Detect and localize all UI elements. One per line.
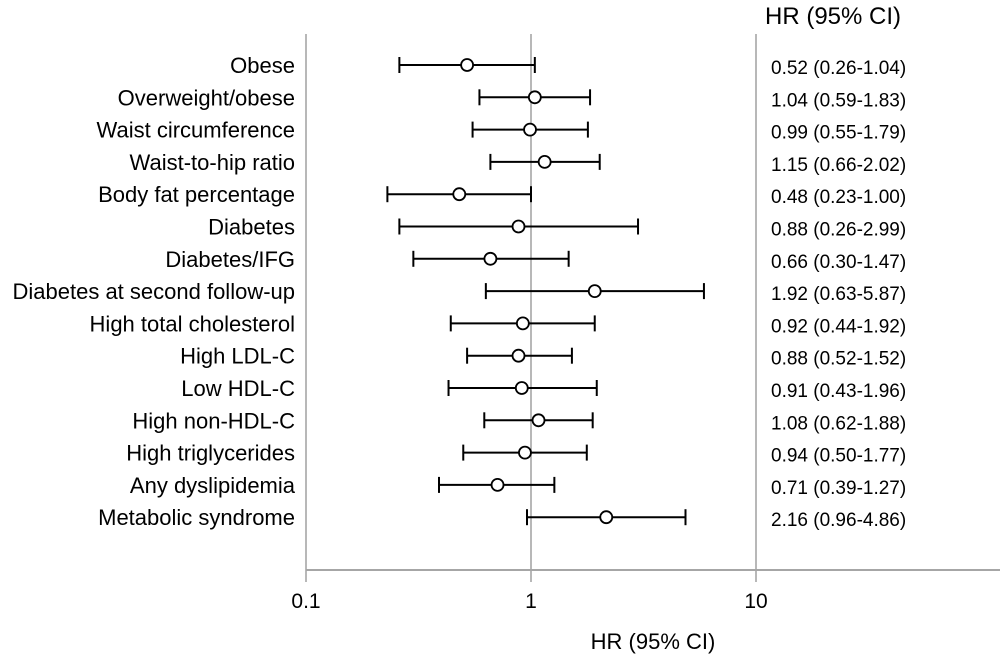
row-label-4: Waist-to-hip ratio: [130, 150, 295, 175]
row-label-13: High triglycerides: [126, 441, 295, 466]
point-marker: [599, 510, 614, 525]
forest-row-9: [449, 315, 596, 332]
x-tick-labels: 0.1 1 10: [291, 590, 767, 613]
x-axis-title: HR (95% CI): [591, 629, 716, 654]
forest-row-2: [478, 89, 592, 106]
hr-value-column: 0.52 (0.26-1.04) 1.04 (0.59-1.83) 0.99 (0.…: [771, 58, 906, 531]
row-label-15: Metabolic syndrome: [98, 505, 295, 530]
point-marker: [537, 154, 552, 169]
row-label-6: Diabetes: [208, 215, 295, 240]
hr-value-4: 1.15 (0.66-2.02): [771, 155, 906, 176]
row-label-8: Diabetes at second follow-up: [13, 279, 296, 304]
forest-row-7: [412, 250, 570, 267]
x-tick-label-10: 10: [744, 590, 767, 613]
hr-value-13: 0.94 (0.50-1.77): [771, 446, 906, 467]
point-marker: [483, 251, 498, 266]
hr-value-12: 1.08 (0.62-1.88): [771, 413, 906, 434]
forest-row-15: [526, 509, 687, 526]
point-marker: [511, 348, 526, 363]
hr-value-8: 1.92 (0.63-5.87): [771, 284, 906, 305]
row-label-1: Obese: [230, 53, 295, 78]
point-marker: [531, 413, 546, 428]
point-marker: [452, 187, 467, 202]
forest-row-1: [398, 57, 536, 73]
point-marker: [490, 477, 505, 492]
hr-value-6: 0.88 (0.26-2.99): [771, 220, 906, 241]
data-series: [386, 57, 705, 526]
hr-value-10: 0.88 (0.52-1.52): [771, 349, 906, 370]
row-label-5: Body fat percentage: [98, 182, 295, 207]
row-label-9: High total cholesterol: [90, 311, 295, 336]
forest-row-13: [462, 444, 588, 461]
hr-value-7: 0.66 (0.30-1.47): [771, 252, 906, 273]
row-label-7: Diabetes/IFG: [165, 247, 295, 272]
point-marker: [515, 316, 530, 331]
point-marker: [527, 90, 542, 105]
x-tick-label-1: 1: [525, 590, 537, 613]
point-marker: [518, 445, 532, 460]
row-label-2: Overweight/obese: [118, 85, 295, 110]
hr-value-14: 0.71 (0.39-1.27): [771, 478, 906, 499]
x-axis: [305, 569, 1000, 582]
hr-value-2: 1.04 (0.59-1.83): [771, 90, 906, 111]
hr-value-3: 0.99 (0.55-1.79): [771, 123, 906, 144]
hr-value-1: 0.52 (0.26-1.04): [771, 58, 906, 79]
forest-row-8: [484, 283, 705, 300]
forest-row-6: [398, 218, 640, 235]
row-labels: Obese Overweight/obese Waist circumference…: [13, 53, 296, 530]
forest-row-10: [466, 347, 573, 364]
row-label-10: High LDL-C: [180, 344, 295, 369]
x-tick-label-0.1: 0.1: [291, 590, 320, 613]
row-label-3: Waist circumference: [97, 118, 295, 143]
forest-row-12: [483, 412, 594, 429]
hr-value-11: 0.91 (0.43-1.96): [771, 381, 906, 402]
point-marker: [511, 219, 526, 234]
forest-row-4: [489, 153, 601, 170]
row-label-12: High non-HDL-C: [132, 408, 295, 433]
point-marker: [460, 58, 475, 72]
hr-column-header: HR (95% CI): [765, 3, 901, 30]
forest-row-5: [386, 186, 532, 203]
row-label-14: Any dyslipidemia: [130, 473, 296, 498]
point-marker: [587, 284, 602, 299]
forest-row-14: [437, 476, 556, 493]
hr-value-9: 0.92 (0.44-1.92): [771, 316, 906, 337]
forest-row-11: [447, 380, 598, 396]
hr-value-15: 2.16 (0.96-4.86): [771, 510, 906, 531]
forest-row-3: [471, 121, 589, 138]
row-label-11: Low HDL-C: [181, 376, 295, 401]
point-marker: [523, 122, 537, 137]
point-marker: [514, 381, 529, 395]
hr-value-5: 0.48 (0.23-1.00): [771, 187, 906, 208]
gridlines: [305, 34, 757, 570]
